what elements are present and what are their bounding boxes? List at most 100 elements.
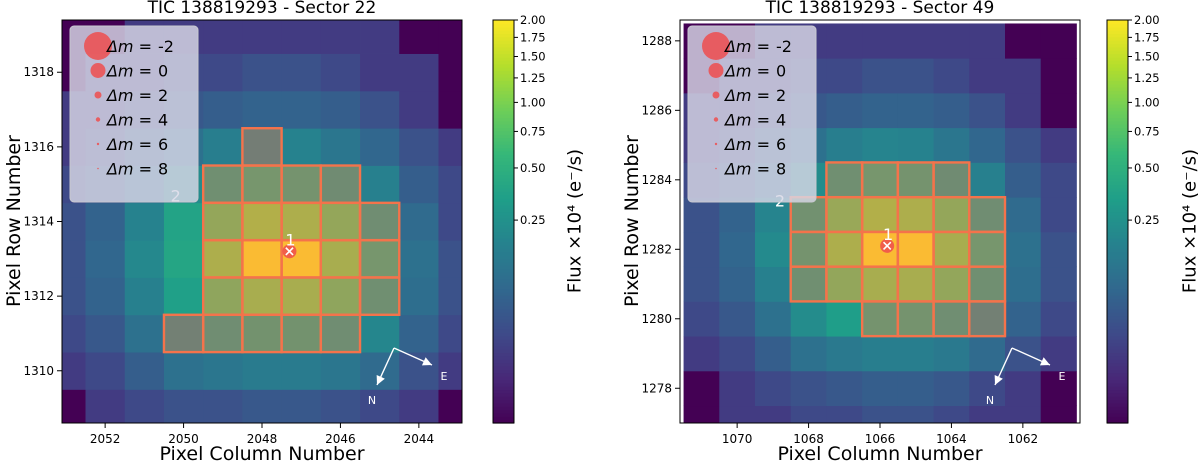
flux-pixel xyxy=(719,371,755,406)
aperture-pixel xyxy=(360,240,399,277)
aperture-pixel xyxy=(203,203,242,240)
flux-pixel xyxy=(862,336,898,371)
flux-pixel xyxy=(321,128,361,166)
aperture-pixel xyxy=(969,232,1005,267)
flux-pixel xyxy=(1041,128,1077,163)
aperture-pixel xyxy=(898,232,934,267)
flux-pixel xyxy=(86,277,126,315)
flux-pixel xyxy=(755,301,791,336)
flux-pixel xyxy=(862,371,898,406)
flux-pixel xyxy=(1041,93,1077,128)
flux-pixel xyxy=(862,23,898,58)
flux-pixel xyxy=(791,371,827,406)
flux-pixel xyxy=(321,54,361,92)
y-tick-label: 1284 xyxy=(641,173,672,187)
colorbar-tick-label: 0.50 xyxy=(1134,161,1160,175)
aperture-pixel xyxy=(934,197,970,232)
flux-pixel xyxy=(1005,371,1041,406)
compass-north-label: N xyxy=(986,394,994,407)
flux-pixel xyxy=(934,128,970,163)
flux-pixel xyxy=(969,23,1005,58)
flux-pixel xyxy=(438,16,478,54)
flux-pixel xyxy=(719,336,755,371)
legend-value: -2 xyxy=(776,37,792,56)
aperture-pixel xyxy=(282,166,321,203)
x-tick-label: 1070 xyxy=(722,432,753,446)
aperture-pixel xyxy=(242,166,281,203)
y-tick-label: 1310 xyxy=(23,364,54,378)
flux-pixel xyxy=(969,128,1005,163)
x-tick-label: 2044 xyxy=(404,432,435,446)
flux-pixel xyxy=(719,301,755,336)
legend-marker xyxy=(91,63,106,78)
flux-pixel xyxy=(1041,301,1077,336)
flux-pixel xyxy=(125,389,165,427)
aperture-pixel xyxy=(282,277,321,314)
flux-pixel xyxy=(438,91,478,129)
flux-pixel xyxy=(934,371,970,406)
flux-pixel xyxy=(898,128,934,163)
aperture-pixel xyxy=(242,277,281,314)
flux-pixel xyxy=(684,336,720,371)
flux-pixel xyxy=(242,54,282,92)
aperture-pixel xyxy=(934,162,970,197)
y-axis-label: Pixel Row Number xyxy=(3,135,25,307)
flux-pixel xyxy=(719,232,755,267)
x-tick-label: 2052 xyxy=(90,432,121,446)
aperture-pixel xyxy=(282,315,321,352)
flux-pixel xyxy=(1041,23,1077,58)
flux-pixel xyxy=(969,336,1005,371)
y-tick-label: 1278 xyxy=(641,381,672,395)
aperture-pixel xyxy=(242,240,281,277)
flux-pixel xyxy=(282,16,322,54)
flux-pixel xyxy=(360,315,400,353)
flux-pixel xyxy=(164,352,204,390)
aperture-pixel xyxy=(242,128,281,165)
flux-pixel xyxy=(438,277,478,315)
flux-pixel xyxy=(934,336,970,371)
y-tick-label: 1282 xyxy=(641,242,672,256)
legend-prefix: Δm = xyxy=(105,135,152,154)
flux-pixel xyxy=(399,315,439,353)
flux-pixel xyxy=(755,336,791,371)
flux-pixel xyxy=(125,277,165,315)
flux-pixel xyxy=(1005,58,1041,93)
flux-pixel xyxy=(1005,162,1041,197)
legend-prefix: Δm = xyxy=(723,86,770,105)
flux-pixel xyxy=(438,54,478,92)
aperture-pixel xyxy=(826,232,862,267)
flux-pixel xyxy=(1005,336,1041,371)
flux-pixel xyxy=(321,352,361,390)
flux-pixel xyxy=(1005,232,1041,267)
aperture-pixel xyxy=(969,267,1005,302)
x-axis-label: Pixel Column Number xyxy=(159,443,364,463)
aperture-pixel xyxy=(826,197,862,232)
flux-pixel xyxy=(755,267,791,302)
flux-pixel xyxy=(203,16,243,54)
chart-title: TIC 138819293 - Sector 49 xyxy=(765,0,995,18)
legend-marker xyxy=(96,117,100,121)
legend-value: -2 xyxy=(158,37,174,56)
flux-pixel xyxy=(164,277,204,315)
aperture-pixel xyxy=(898,162,934,197)
flux-pixel xyxy=(1041,162,1077,197)
aperture-pixel xyxy=(242,315,281,352)
legend-value: 4 xyxy=(776,111,786,130)
flux-pixel xyxy=(46,315,86,353)
legend-value: 4 xyxy=(158,111,168,130)
flux-pixel xyxy=(438,389,478,427)
chart-panel-1: 12NEΔm = -2Δm = 0Δm = 2Δm = 4Δm = 6Δm = … xyxy=(3,0,586,463)
aperture-pixel xyxy=(934,267,970,302)
flux-pixel xyxy=(282,128,322,166)
flux-pixel xyxy=(399,91,439,129)
flux-pixel xyxy=(399,352,439,390)
flux-pixel xyxy=(399,54,439,92)
legend-prefix: Δm = xyxy=(105,86,152,105)
legend-value: 8 xyxy=(776,160,786,179)
flux-pixel xyxy=(164,203,204,241)
legend-marker xyxy=(97,168,99,170)
flux-pixel xyxy=(438,128,478,166)
flux-pixel xyxy=(934,23,970,58)
